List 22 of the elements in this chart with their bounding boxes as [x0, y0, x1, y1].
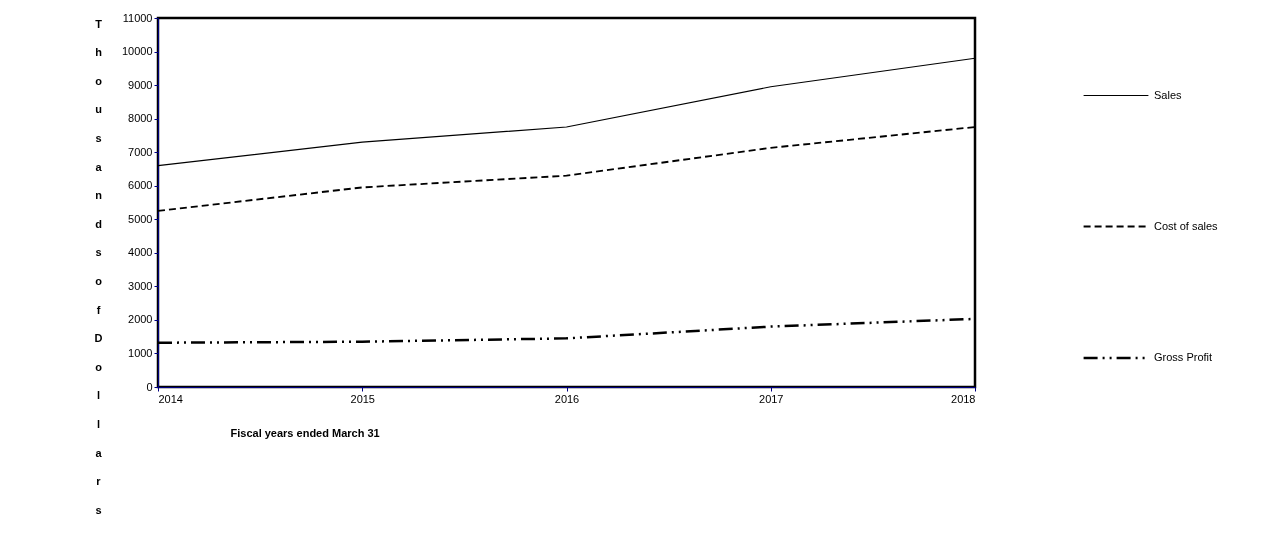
- y-tick-label: 5000: [128, 212, 153, 225]
- y-tick-label: 11000: [122, 11, 153, 24]
- y-tick-label: 8000: [128, 112, 153, 125]
- text: Sales: [1154, 88, 1183, 101]
- x-tick-label: 2014: [158, 392, 183, 405]
- y-tick-label: 10000: [121, 45, 153, 58]
- x-tick-label: 2017: [759, 392, 784, 405]
- y-tick-label: 4000: [128, 246, 153, 259]
- text: Cost of sales: [1154, 219, 1219, 232]
- x-tick-label: 2015: [350, 392, 375, 405]
- text: Gross Profit: [1154, 351, 1213, 363]
- y-tick-label: 6000: [128, 179, 153, 192]
- x-tick-label: 2018: [951, 392, 976, 405]
- y-tick-label: 7000: [128, 145, 153, 158]
- text: Thousands of Dollars: [94, 17, 103, 516]
- y-tick-label: 9000: [128, 78, 153, 91]
- y-tick-label: 2000: [128, 313, 153, 326]
- y-tick-label: 0: [146, 380, 153, 393]
- x-tick-label: 2016: [554, 392, 580, 405]
- y-tick-label: 1000: [128, 346, 153, 359]
- y-tick-label: 3000: [128, 279, 153, 292]
- x-axis-title: Fiscal years ended March 31: [230, 426, 380, 439]
